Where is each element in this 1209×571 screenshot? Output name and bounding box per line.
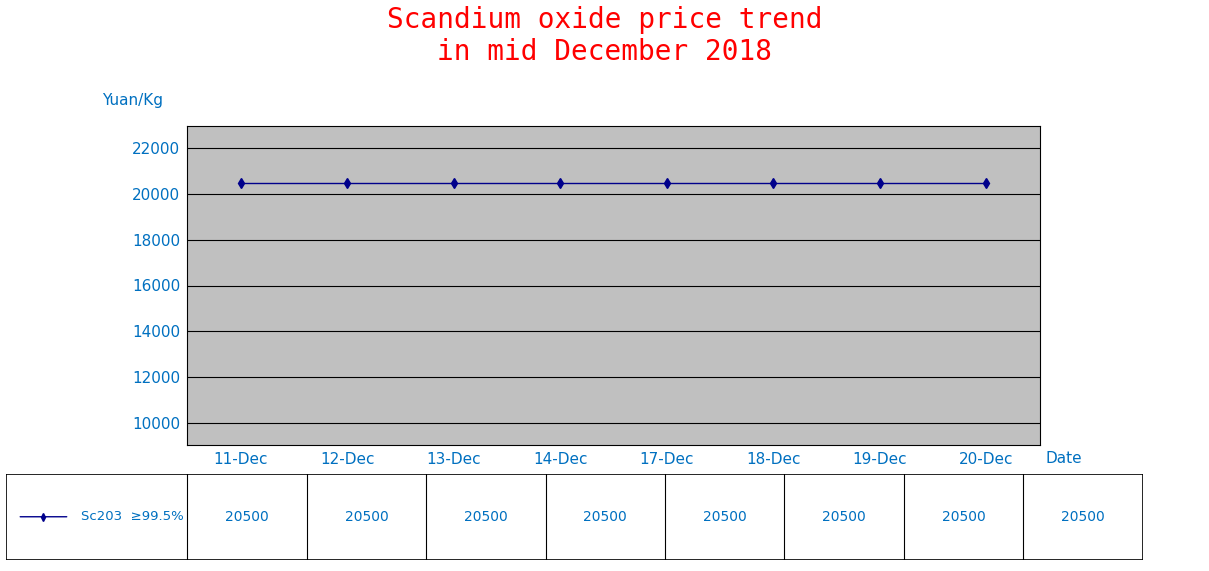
Text: 20500: 20500 (1062, 510, 1105, 524)
Text: Sc203  ≥99.5%: Sc203 ≥99.5% (81, 510, 184, 523)
Text: 20500: 20500 (345, 510, 388, 524)
Text: Yuan/Kg: Yuan/Kg (103, 94, 163, 108)
Text: 20500: 20500 (822, 510, 866, 524)
Text: 20500: 20500 (464, 510, 508, 524)
FancyBboxPatch shape (6, 474, 1143, 560)
Text: 20500: 20500 (584, 510, 627, 524)
Text: Date: Date (1046, 451, 1082, 466)
Text: 20500: 20500 (702, 510, 746, 524)
Text: 20500: 20500 (942, 510, 985, 524)
Text: Scandium oxide price trend
in mid December 2018: Scandium oxide price trend in mid Decemb… (387, 6, 822, 66)
Text: 20500: 20500 (225, 510, 268, 524)
